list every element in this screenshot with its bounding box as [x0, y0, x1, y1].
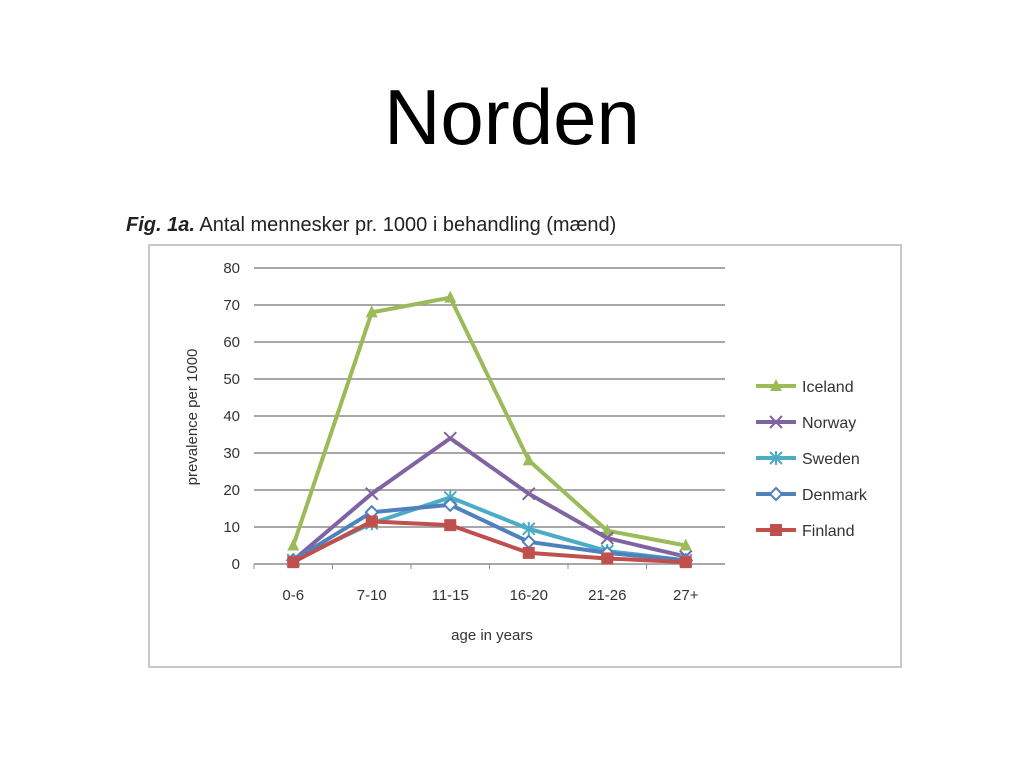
legend-label: Norway [802, 415, 856, 432]
y-tick-label: 10 [223, 519, 240, 536]
legend-item: Finland [756, 523, 854, 540]
series-lines [285, 290, 694, 569]
x-axis-label: age in years [451, 627, 533, 644]
data-point [442, 497, 458, 513]
y-tick-label: 80 [223, 260, 240, 277]
data-point [770, 379, 782, 391]
data-point [768, 486, 784, 502]
legend-item: Iceland [756, 379, 854, 396]
y-tick-label: 70 [223, 297, 240, 314]
legend-label: Denmark [802, 487, 868, 504]
legend-label: Sweden [802, 451, 860, 468]
data-point [770, 524, 782, 536]
legend-label: Iceland [802, 379, 854, 396]
legend-item: Sweden [756, 451, 860, 468]
data-point [601, 552, 614, 565]
grid-lines [254, 267, 725, 565]
figure-caption: Fig. 1a. Antal mennesker pr. 1000 i beha… [126, 214, 616, 237]
data-point [287, 556, 300, 569]
series-line [291, 436, 687, 562]
y-tick-labels: 0 10 20 30 40 50 60 70 80 [223, 260, 240, 573]
data-point [769, 451, 783, 465]
x-tick-label: 21-26 [588, 587, 626, 604]
x-tick-label: 7-10 [357, 587, 387, 604]
data-point [600, 531, 614, 545]
data-point [365, 515, 378, 528]
y-tick-label: 50 [223, 371, 240, 388]
data-point [521, 534, 537, 550]
series-line [292, 519, 686, 565]
x-tick-label: 11-15 [432, 587, 469, 604]
data-point [287, 538, 300, 551]
x-tick-label: 0-6 [282, 587, 304, 604]
series-line [292, 502, 686, 563]
y-tick-label: 40 [223, 408, 240, 425]
x-tick-label: 27+ [673, 587, 699, 604]
data-point [365, 305, 378, 318]
x-tick-labels: 0-6 7-10 11-15 16-20 21-26 27+ [253, 564, 699, 604]
figure-caption-text: Antal mennesker pr. 1000 i behandling (m… [199, 214, 617, 236]
legend: Iceland Norway Sweden Denmark Finland [756, 379, 868, 540]
data-point [769, 415, 783, 429]
y-tick-label: 0 [232, 556, 240, 573]
data-point [522, 521, 536, 536]
data-point [601, 523, 614, 536]
y-tick-label: 20 [223, 482, 240, 499]
y-tick-label: 60 [223, 334, 240, 351]
line-chart: 0 10 20 30 40 50 60 70 80 0-6 7-10 11-15 16-20 21-26… [184, 260, 868, 644]
series-line [292, 495, 686, 563]
x-tick-label: 16-20 [510, 587, 548, 604]
data-point [679, 556, 692, 569]
data-point [679, 538, 692, 551]
data-point [522, 486, 536, 501]
chart-frame: 0 10 20 30 40 50 60 70 80 0-6 7-10 11-15 16-20 21-26… [148, 244, 902, 668]
legend-label: Finland [802, 523, 854, 540]
data-point [522, 453, 535, 466]
legend-item: Norway [756, 415, 856, 432]
data-point [444, 519, 457, 532]
legend-item: Denmark [756, 486, 868, 504]
data-point [522, 546, 535, 559]
series-line [291, 295, 687, 548]
data-point [443, 431, 457, 445]
y-tick-label: 30 [223, 445, 240, 462]
slide-title: Norden [384, 73, 640, 161]
figure-label: Fig. 1a. [126, 214, 195, 236]
series-finland [287, 515, 692, 569]
data-point [444, 290, 457, 303]
y-axis-label: prevalence per 1000 [184, 349, 201, 486]
data-point [365, 486, 379, 501]
series-iceland [287, 290, 692, 551]
